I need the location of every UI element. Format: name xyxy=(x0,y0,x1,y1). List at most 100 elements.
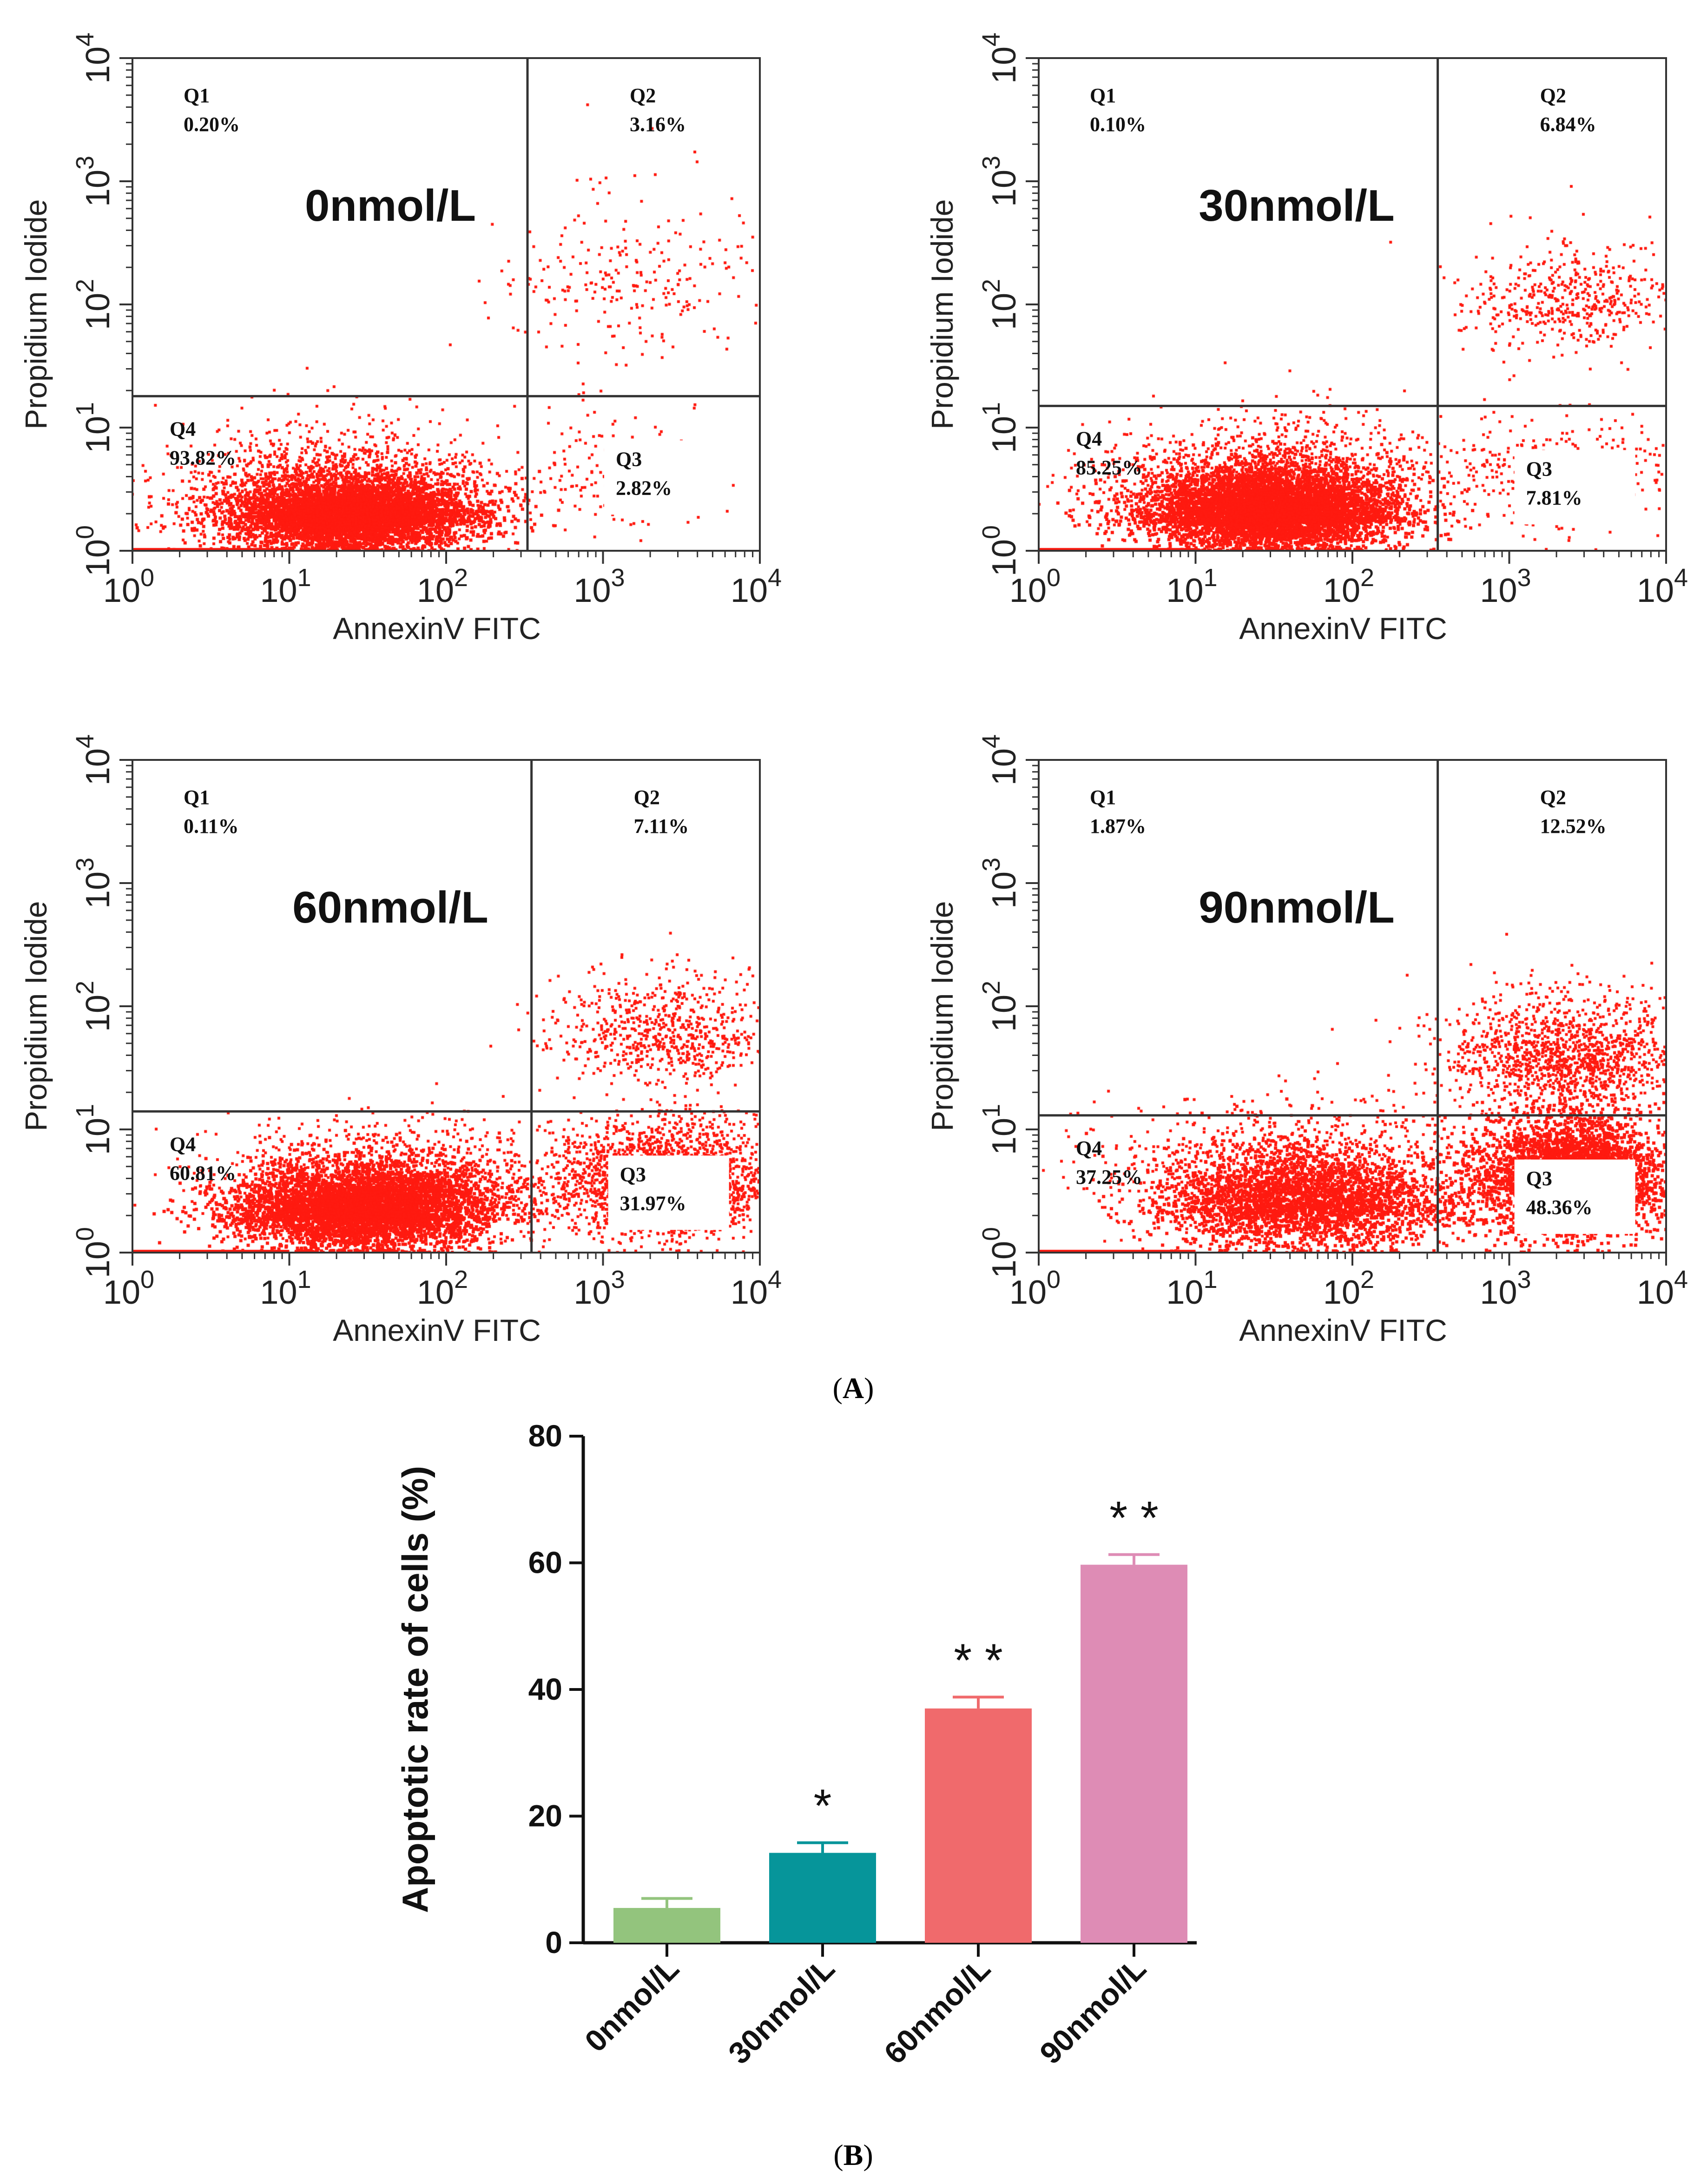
y-tick-base: 10 xyxy=(79,293,117,330)
x-tick-label: 100 xyxy=(103,1266,154,1311)
quadrant-name: Q2 xyxy=(634,786,660,809)
significance-marker: * * xyxy=(954,1634,1003,1686)
quadrant-percent: 2.82% xyxy=(616,476,672,499)
y-tick-label: 104 xyxy=(71,33,117,84)
quadrant-percent: 0.20% xyxy=(184,113,240,136)
q3-label-box xyxy=(1514,450,1635,525)
bar-90nmol/L xyxy=(1081,1564,1187,1943)
y-tick-base: 10 xyxy=(79,871,117,909)
x-tick-base: 10 xyxy=(573,1274,611,1311)
y-tick-label: 103 xyxy=(977,858,1023,909)
quadrant-name: Q2 xyxy=(630,84,656,107)
y-tick-base: 10 xyxy=(79,416,117,453)
y-tick-label: 103 xyxy=(71,156,117,207)
x-tick-label: 101 xyxy=(260,564,311,609)
y-tick-exponent: 3 xyxy=(71,156,99,170)
x-tick-base: 10 xyxy=(1323,1274,1360,1311)
q3-label-box xyxy=(604,440,725,515)
category-label: 30nmol/L xyxy=(722,1951,841,2071)
x-tick-base: 10 xyxy=(1323,572,1360,609)
x-tick-base: 10 xyxy=(1480,572,1517,609)
y-axis-title: Propidium Iodide xyxy=(19,901,53,1131)
y-tick-label: 100 xyxy=(71,1227,117,1278)
dose-label: 30nmol/L xyxy=(1199,181,1394,231)
y-tick-label: 60 xyxy=(528,1545,562,1580)
y-tick-base: 10 xyxy=(79,748,117,785)
x-tick-exponent: 0 xyxy=(140,564,154,592)
quadrant-name: Q4 xyxy=(170,1133,196,1155)
x-tick-exponent: 3 xyxy=(611,564,625,592)
x-tick-base: 10 xyxy=(103,1274,140,1311)
x-tick-exponent: 2 xyxy=(1360,564,1374,592)
x-tick-label: 102 xyxy=(1323,564,1374,609)
x-tick-label: 103 xyxy=(1480,564,1531,609)
apoptosis-bar-chart: 0 20 40 60 80 Apoptotic rate of cells (%) 0nmo… xyxy=(395,1419,1197,2071)
y-tick-label: 102 xyxy=(71,279,117,330)
x-axis-title: AnnexinV FITC xyxy=(333,611,541,646)
x-tick-label: 103 xyxy=(573,564,625,609)
x-axis-title: AnnexinV FITC xyxy=(1239,611,1447,646)
y-tick-exponent: 4 xyxy=(71,734,99,748)
y-tick-exponent: 2 xyxy=(71,981,99,995)
quadrant-percent: 0.10% xyxy=(1090,113,1146,136)
y-axis-title: Apoptotic rate of cells (%) xyxy=(395,1466,435,1913)
quadrant-percent: 93.82% xyxy=(170,446,236,469)
y-tick-exponent: 1 xyxy=(71,1104,99,1118)
y-tick-base: 10 xyxy=(986,539,1023,576)
category-label: 0nmol/L xyxy=(578,1951,685,2059)
quadrant-name: Q3 xyxy=(620,1163,646,1186)
x-tick-label: 102 xyxy=(417,1266,468,1311)
y-axis-title: Propidium Iodide xyxy=(925,901,959,1131)
y-tick-label: 100 xyxy=(977,1227,1023,1278)
y-tick-exponent: 3 xyxy=(977,858,1005,871)
x-tick-base: 10 xyxy=(1009,572,1047,609)
x-axis-title: AnnexinV FITC xyxy=(333,1313,541,1347)
significance-marker: * xyxy=(814,1780,832,1832)
quadrant-name: Q1 xyxy=(184,84,210,107)
x-tick-base: 10 xyxy=(1009,1274,1047,1311)
y-tick-base: 10 xyxy=(986,170,1023,207)
x-tick-exponent: 0 xyxy=(1047,564,1061,592)
x-tick-exponent: 1 xyxy=(297,1266,311,1293)
y-tick-base: 10 xyxy=(986,1118,1023,1155)
x-tick-base: 10 xyxy=(1166,572,1203,609)
y-tick-label: 101 xyxy=(977,402,1023,453)
y-tick-exponent: 4 xyxy=(71,33,99,46)
y-axis-title: Propidium Iodide xyxy=(925,199,959,429)
y-tick-exponent: 3 xyxy=(71,858,99,871)
quadrant-percent: 37.25% xyxy=(1076,1166,1142,1188)
y-tick-label: 103 xyxy=(71,858,117,909)
y-tick-base: 10 xyxy=(79,1241,117,1278)
x-tick-label: 102 xyxy=(1323,1266,1374,1311)
x-tick-exponent: 2 xyxy=(454,564,468,592)
quadrant-name: Q1 xyxy=(1090,786,1116,809)
x-tick-label: 101 xyxy=(1166,1266,1217,1311)
y-tick-exponent: 0 xyxy=(977,525,1005,539)
x-tick-exponent: 0 xyxy=(1047,1266,1061,1293)
x-tick-label: 100 xyxy=(1009,1266,1061,1311)
x-tick-base: 10 xyxy=(417,1274,454,1311)
y-tick-exponent: 0 xyxy=(71,525,99,539)
y-tick-base: 10 xyxy=(79,995,117,1032)
x-tick-label: 104 xyxy=(731,564,782,609)
quadrant-name: Q3 xyxy=(1526,1167,1552,1190)
y-tick-exponent: 1 xyxy=(71,402,99,416)
y-tick-label: 40 xyxy=(528,1672,562,1706)
x-tick-base: 10 xyxy=(260,572,297,609)
x-tick-base: 10 xyxy=(1480,1274,1517,1311)
x-tick-label: 104 xyxy=(731,1266,782,1311)
y-axis-title: Propidium Iodide xyxy=(19,199,53,429)
x-tick-base: 10 xyxy=(731,572,768,609)
x-tick-exponent: 4 xyxy=(768,1266,782,1293)
q3-label-box xyxy=(608,1155,729,1230)
x-tick-base: 10 xyxy=(103,572,140,609)
y-tick-exponent: 3 xyxy=(977,156,1005,170)
x-tick-exponent: 2 xyxy=(454,1266,468,1293)
x-tick-label: 103 xyxy=(573,1266,625,1311)
x-tick-base: 10 xyxy=(1166,1274,1203,1311)
quadrant-percent: 31.97% xyxy=(620,1192,686,1214)
y-tick-label: 102 xyxy=(977,279,1023,330)
y-tick-base: 10 xyxy=(79,170,117,207)
quadrant-percent: 3.16% xyxy=(630,113,686,136)
